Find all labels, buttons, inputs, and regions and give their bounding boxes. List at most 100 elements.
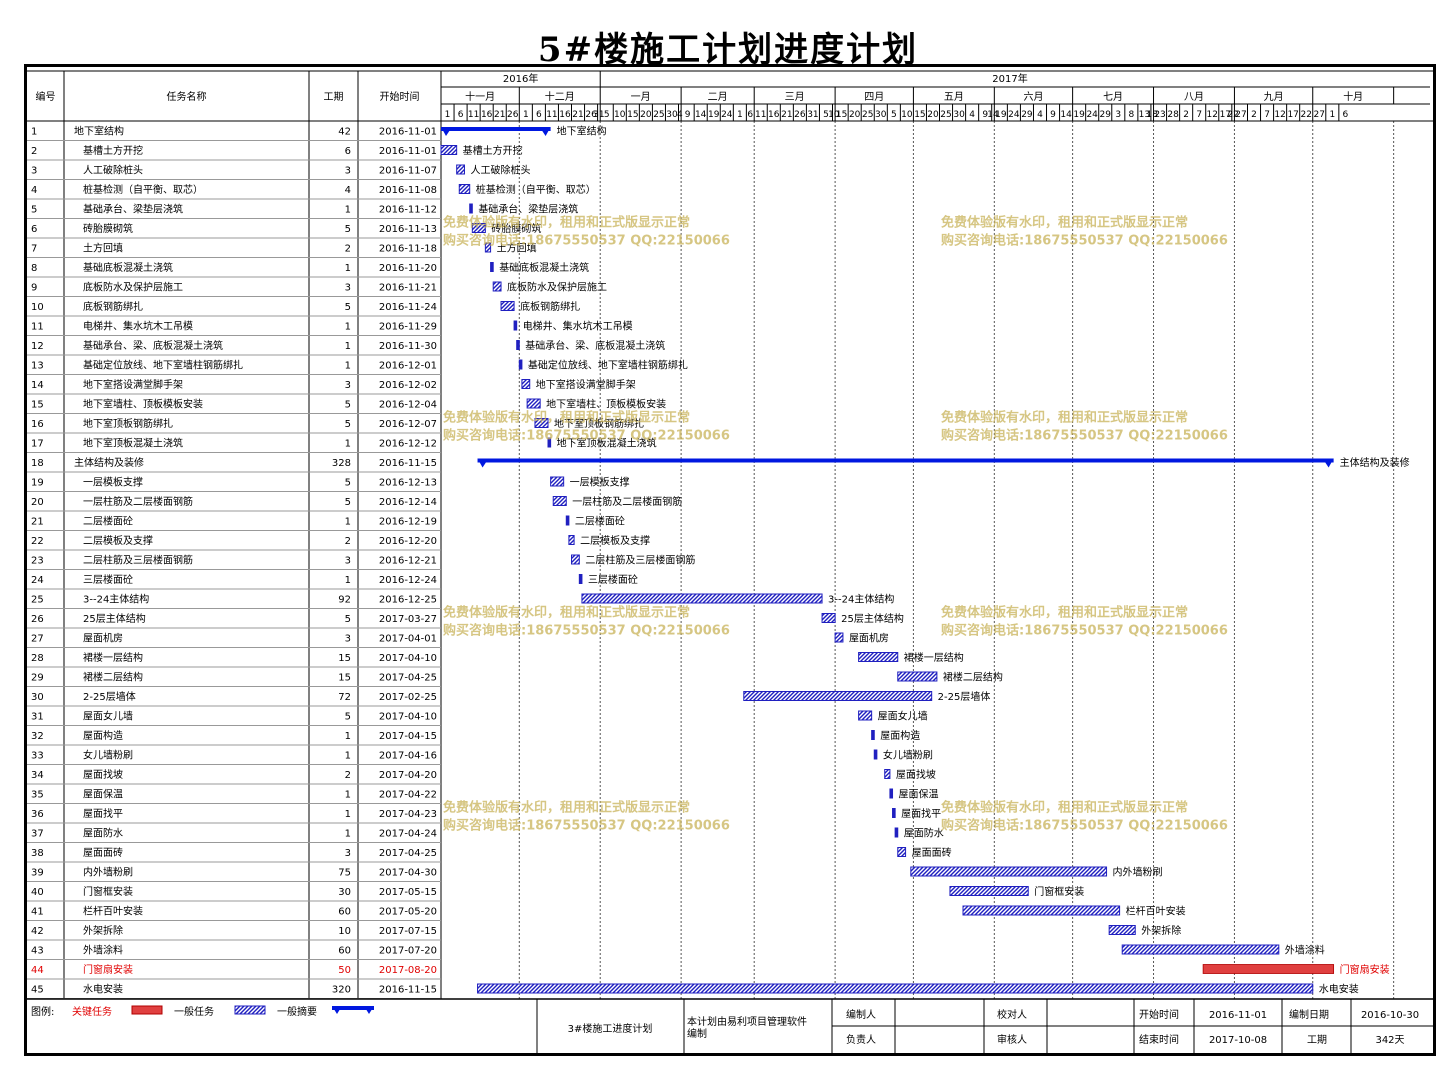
month-label: 八月 xyxy=(1184,91,1204,103)
legend-summary-start xyxy=(332,1006,342,1014)
gantt-task-bar xyxy=(834,632,844,643)
day-tick-label: 24 xyxy=(721,110,733,120)
day-tick-label: 12 xyxy=(1207,110,1218,120)
task-start: 2016-11-12 xyxy=(379,205,437,216)
task-id: 1 xyxy=(31,127,37,138)
footer-period-label: 工期 xyxy=(1307,1034,1327,1046)
day-tick-label: 30 xyxy=(666,110,678,120)
task-duration: 5 xyxy=(345,614,351,625)
month-label: 九月 xyxy=(1264,91,1284,103)
gantt-task-bar xyxy=(858,710,873,721)
footer-start-label: 开始时间 xyxy=(1139,1008,1179,1021)
watermark-line1: 免费体验版有水印，租用和正式版显示正常 xyxy=(443,410,690,426)
day-tick-label: 11 xyxy=(755,110,766,120)
bar-label: 电梯井、集水坑木工吊模 xyxy=(523,320,633,333)
day-tick-label: 6 xyxy=(1342,110,1348,120)
task-id: 27 xyxy=(31,634,44,645)
task-id: 22 xyxy=(31,536,44,547)
task-id: 3 xyxy=(31,166,37,177)
legend-normal-swatch xyxy=(234,1005,266,1015)
task-id: 26 xyxy=(31,614,44,625)
day-tick-label: 5 xyxy=(823,110,829,120)
bar-label: 25层主体结构 xyxy=(841,612,904,625)
task-id: 2 xyxy=(31,146,37,157)
watermark-line1: 免费体验版有水印，租用和正式版显示正常 xyxy=(443,215,690,231)
day-tick-label: 16 xyxy=(481,110,493,120)
gantt-task-bar xyxy=(552,496,567,506)
legend-label: 图例: xyxy=(31,1005,54,1018)
bar-label: 基础定位放线、地下室墙柱钢筋绑扎 xyxy=(528,359,688,372)
task-duration: 1 xyxy=(345,731,351,742)
day-tick-label: 30 xyxy=(875,110,887,120)
task-duration: 60 xyxy=(338,907,351,918)
task-duration: 72 xyxy=(338,692,351,703)
bar-label: 基础承台、梁、底板混凝土浇筑 xyxy=(525,339,665,352)
footer-note-line2: 编制 xyxy=(687,1027,707,1040)
gantt-task-bar xyxy=(858,652,899,662)
col-header-start: 开始时间 xyxy=(380,90,420,103)
day-tick-label: 19 xyxy=(708,110,720,120)
legend-summary-swatch xyxy=(332,1006,374,1010)
gantt-task-bar xyxy=(910,866,1108,877)
task-duration: 1 xyxy=(345,341,351,352)
task-duration: 5 xyxy=(345,302,351,313)
bar-label: 基础底板混凝土浇筑 xyxy=(499,261,589,274)
day-tick-label: 22 xyxy=(1227,110,1238,120)
bar-label: 二层模板及支撑 xyxy=(580,534,650,547)
bar-label: 砖胎膜砌筑 xyxy=(491,222,541,235)
task-name: 屋面女儿墙 xyxy=(83,710,133,723)
gantt-task-bar xyxy=(949,886,1029,896)
day-tick-label: 7 xyxy=(1196,110,1202,120)
task-start: 2017-04-23 xyxy=(379,809,437,820)
task-duration: 3 xyxy=(345,848,351,859)
day-tick-label: 26 xyxy=(507,110,519,120)
gantt-task-bar xyxy=(456,164,465,175)
task-id: 29 xyxy=(31,673,44,684)
gantt-summary-bar xyxy=(441,127,551,131)
task-id: 28 xyxy=(31,653,44,664)
day-tick-label: 11 xyxy=(546,110,557,120)
task-start: 2016-11-15 xyxy=(379,985,437,996)
bar-label: 裙楼二层结构 xyxy=(943,671,1003,684)
task-id: 45 xyxy=(31,985,44,996)
day-tick-label: 30 xyxy=(953,110,965,120)
task-start: 2016-11-15 xyxy=(379,458,437,469)
task-duration: 3 xyxy=(345,166,351,177)
task-start: 2017-05-20 xyxy=(379,907,437,918)
gantt-task-bar xyxy=(469,203,473,214)
task-id: 44 xyxy=(31,965,44,976)
month-label: 十一月 xyxy=(465,90,495,103)
task-name: 二层楼面砼 xyxy=(83,515,133,528)
gantt-task-bar xyxy=(873,749,878,760)
task-start: 2017-08-20 xyxy=(379,965,437,976)
gantt-task-bar xyxy=(550,476,565,487)
day-tick-label: 3 xyxy=(1115,110,1121,120)
bar-label: 一层模板支撑 xyxy=(570,476,630,489)
task-id: 38 xyxy=(31,848,44,859)
task-id: 6 xyxy=(31,224,37,235)
gantt-task-bar xyxy=(897,671,938,682)
task-id: 42 xyxy=(31,926,44,937)
day-tick-label: 19 xyxy=(995,110,1007,120)
task-name: 内外墙粉刷 xyxy=(83,866,133,879)
day-tick-label: 31 xyxy=(593,110,604,120)
task-name: 屋面面砖 xyxy=(83,846,123,859)
day-tick-label: 26 xyxy=(585,110,597,120)
task-duration: 5 xyxy=(345,478,351,489)
task-duration: 1 xyxy=(345,751,351,762)
task-name: 基槽土方开挖 xyxy=(83,144,143,157)
task-name: 地下室搭设满堂脚手架 xyxy=(83,378,183,391)
footer-made-label: 编制日期 xyxy=(1289,1008,1329,1021)
gantt-task-bar xyxy=(521,379,531,389)
task-id: 19 xyxy=(31,478,44,489)
bar-label: 土方回填 xyxy=(497,242,537,255)
task-name: 三层楼面砼 xyxy=(83,573,133,586)
bar-label: 外架拆除 xyxy=(1141,924,1181,937)
task-start: 2016-11-30 xyxy=(379,341,437,352)
gantt-task-bar xyxy=(518,359,523,370)
day-tick-label: 18 xyxy=(1146,110,1158,120)
task-id: 4 xyxy=(31,185,37,196)
gantt-task-bar xyxy=(1121,944,1280,955)
task-duration: 3 xyxy=(345,556,351,567)
task-start: 2016-11-24 xyxy=(379,302,437,313)
